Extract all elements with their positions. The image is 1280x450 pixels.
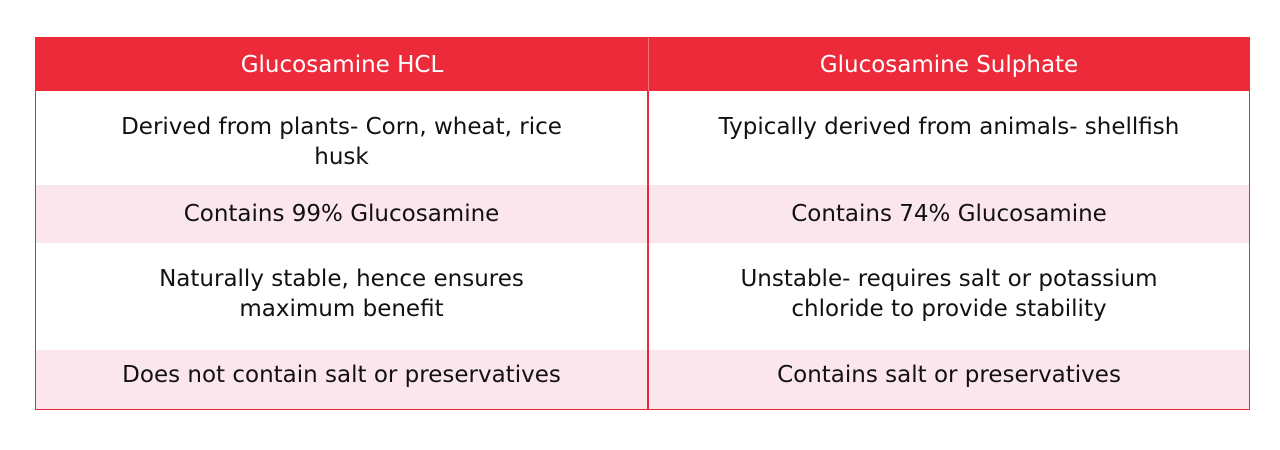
- table-cell-source-sulphate: Typically derived from animals- shellfis…: [649, 91, 1249, 185]
- table-cell-text: Derived from plants- Corn, wheat, rice h…: [121, 114, 562, 170]
- column-header-sulphate: Glucosamine Sulphate: [649, 38, 1249, 91]
- table-cell-content-hcl: Contains 99% Glucosamine: [36, 185, 649, 243]
- table-cell-stability-hcl: Naturally stable, hence ensures maximum …: [36, 243, 649, 350]
- column-header-hcl-label: Glucosamine HCL: [240, 51, 444, 78]
- table-cell-text: Typically derived from animals- shellfis…: [718, 114, 1180, 140]
- table-cell-additives-sulphate: Contains salt or preservatives: [649, 350, 1249, 409]
- table-cell-text: Does not contain salt or preservatives: [122, 362, 561, 388]
- table-cell-text: Contains 74% Glucosamine: [791, 201, 1107, 227]
- table-cell-additives-hcl: Does not contain salt or preservatives: [36, 350, 649, 409]
- column-header-sulphate-label: Glucosamine Sulphate: [819, 51, 1079, 78]
- table-cell-stability-sulphate: Unstable- requires salt or potassium chl…: [649, 243, 1249, 350]
- table-cell-source-hcl: Derived from plants- Corn, wheat, rice h…: [36, 91, 649, 185]
- table-cell-content-sulphate: Contains 74% Glucosamine: [649, 185, 1249, 243]
- comparison-table: Glucosamine HCL Glucosamine Sulphate Der…: [35, 37, 1250, 410]
- table-cell-text: Contains 99% Glucosamine: [183, 201, 500, 227]
- table-cell-text: Contains salt or preservatives: [777, 362, 1121, 388]
- table-cell-text: Unstable- requires salt or potassium chl…: [740, 266, 1158, 322]
- table-cell-text: Naturally stable, hence ensures maximum …: [159, 266, 524, 322]
- column-header-hcl: Glucosamine HCL: [36, 38, 649, 91]
